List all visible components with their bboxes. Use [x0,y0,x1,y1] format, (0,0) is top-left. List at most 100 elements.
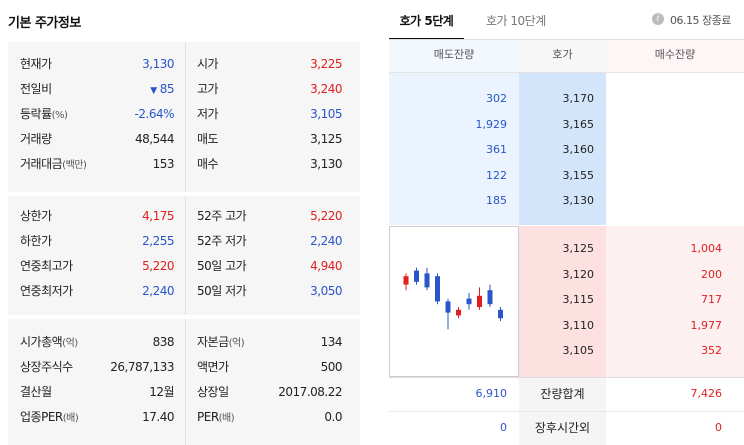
column-divider [185,42,186,192]
info-label: 50일 고가 [197,259,247,273]
info-label: 거래량 [20,132,52,146]
ask-area [389,73,519,225]
info-label: 시가 [197,57,219,71]
info-label: 연중최저가 [20,284,73,298]
info-label: 연중최고가 [20,259,73,273]
info-label: 시가총액(억) [20,335,78,349]
range-section [8,196,360,315]
info-value: 2,240 [142,284,174,298]
total-bid-qty: 7,426 [690,387,723,400]
info-label: 저가 [197,107,219,121]
info-value: 3,050 [310,284,342,298]
ask-price: 3,130 [562,194,595,207]
candle-body [456,309,461,316]
info-value: 2017.08.22 [278,385,342,399]
candle-body [424,273,430,288]
info-value: 0.0 [324,410,342,424]
column-divider [185,319,186,445]
bid-price: 3,105 [562,344,595,357]
ask-price: 3,165 [562,117,595,131]
info-value: 48,544 [135,132,175,146]
info-value: 3,225 [310,57,342,71]
ask-price: 3,170 [562,92,595,105]
tab-orderbook-10[interactable]: 호가 10단계 [486,14,546,28]
info-label: 50일 저가 [197,284,247,298]
info-value: 3,105 [310,107,342,121]
bid-qty: 200 [701,267,722,281]
info-value: 838 [152,335,175,349]
info-value: 2,255 [142,234,174,248]
bid-price: 3,120 [562,267,595,281]
total-label: 잔량합계 [540,387,585,401]
market-status: 06.15 장종료 [670,14,731,27]
info-value: 26,787,133 [110,360,174,374]
candle-body [414,270,419,282]
column-divider [185,196,186,315]
candle-body [403,276,409,285]
info-label: 전일비 [20,82,52,96]
info-value: 3,125 [310,132,342,146]
ask-qty: 1,929 [475,117,508,131]
bid-price-area [519,226,606,377]
bid-price: 3,110 [562,318,595,332]
bid-qty-header: 매수잔량 [654,48,696,61]
info-label: 상한가 [20,209,52,223]
info-label: 52주 저가 [197,234,247,248]
info-value: ▼ 85 [150,82,174,96]
price-section [8,42,360,192]
info-label: 상장주식수 [20,360,73,374]
info-label: 하한가 [20,234,52,248]
ask-qty: 361 [486,143,507,156]
panel-title: 기본 주가정보 [8,16,81,31]
info-label: 현재가 [20,57,52,71]
bid-qty: 1,004 [690,242,723,255]
info-value: 153 [152,157,175,171]
candle-body [498,309,503,319]
info-label: 업종PER(배) [20,410,79,424]
bid-price: 3,125 [562,242,595,255]
info-value: 5,220 [142,259,174,273]
mini-candle-chart [403,267,503,330]
bid-qty: 717 [701,293,722,306]
info-label: 자본금(억) [197,335,245,349]
candle-body [445,301,451,313]
info-label: 등락률(%) [20,107,68,121]
info-value: -2.64% [134,107,175,121]
ask-qty: 302 [486,92,507,105]
info-label: 고가 [197,82,219,96]
info-label: 52주 고가 [197,209,247,223]
info-label: 액면가 [197,360,229,374]
info-value: 3,240 [310,82,342,96]
after-hours-ask-qty: 0 [500,421,507,434]
bid-price: 3,115 [562,293,595,306]
bid-qty: 1,977 [690,318,723,332]
bid-area [606,226,744,377]
info-icon[interactable]: i [652,13,664,25]
info-value: 3,130 [142,57,174,71]
company-section [8,319,360,445]
info-label: 결산월 [20,385,52,399]
ask-qty-header: 매도잔량 [433,48,475,61]
orderbook-panel: 호가 5단계 호가 10단계 i 06.15 장종료 매도잔량 호가 매수잔량 … [389,0,744,445]
tab-orderbook-5[interactable]: 호가 5단계 [389,10,464,40]
info-value: 12월 [149,385,174,399]
info-value: 3,130 [310,157,342,171]
bid-header-bg [606,40,744,72]
candle-body [477,295,482,307]
price-header: 호가 [552,48,573,61]
after-hours-bid-qty: 0 [715,421,722,434]
down-arrow-icon: ▼ [150,86,157,96]
tab-underline [389,39,744,40]
ask-qty: 185 [486,194,507,207]
info-value: 17.40 [142,410,174,424]
ask-header-bg [389,40,519,72]
stock-info-panel: 기본 주가정보 현재가 3,130 시가 3,225 전일비 ▼ 85 고가 3,240 등락률(… [0,0,362,445]
candle-body [435,276,440,302]
info-value: 5,220 [310,209,342,223]
info-value: 500 [320,360,343,374]
info-label: 매수 [197,157,219,171]
price-header-bg [519,40,606,72]
after-hours-label: 장후시간외 [534,421,591,435]
ask-qty: 122 [486,168,507,182]
info-value: 4,940 [310,259,342,273]
